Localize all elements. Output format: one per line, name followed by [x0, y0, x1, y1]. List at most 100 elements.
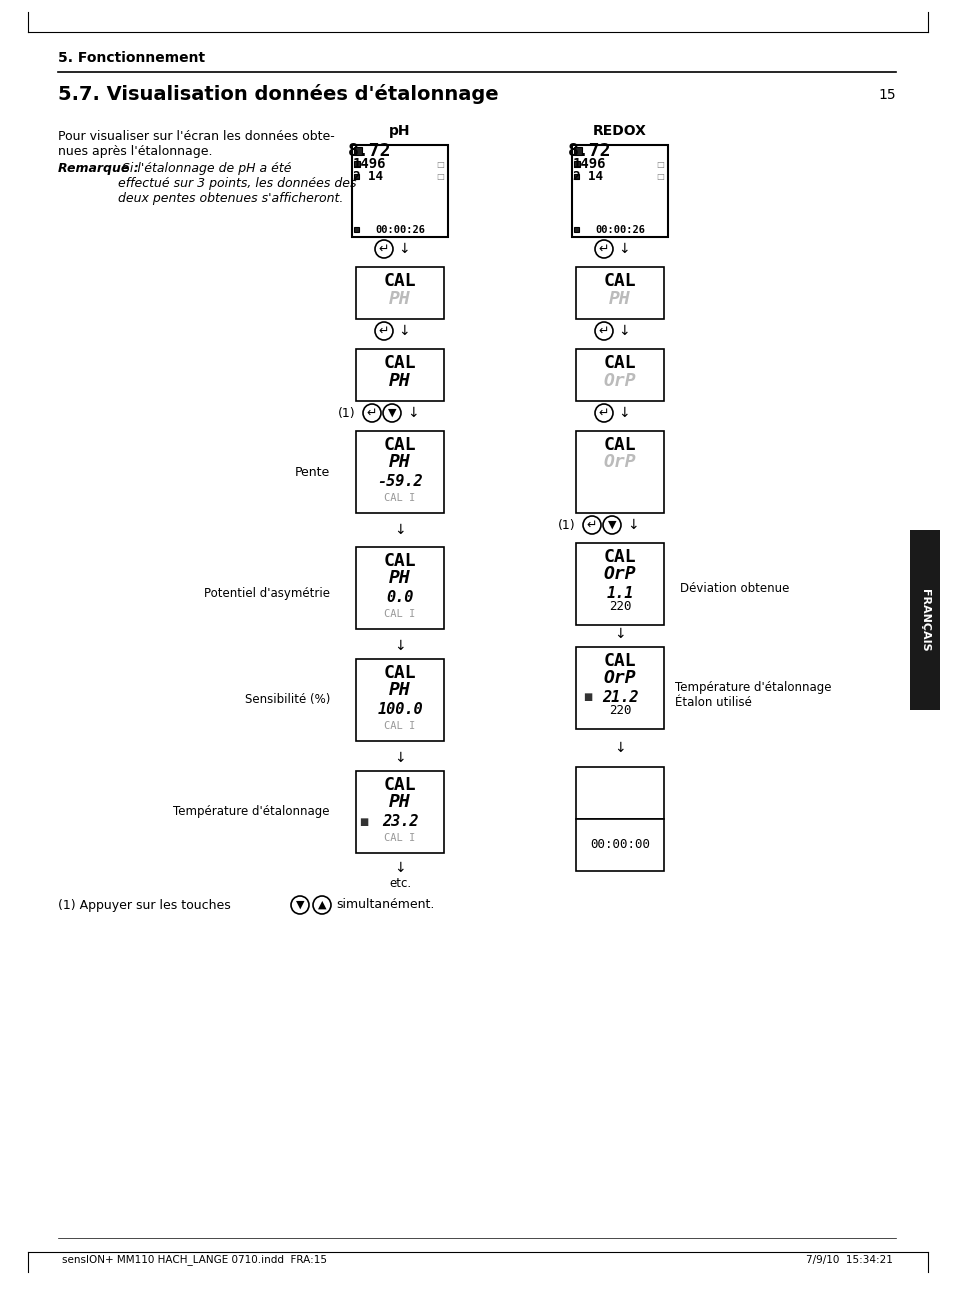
- Text: □: □: [436, 160, 443, 169]
- Bar: [352, 145, 448, 237]
- Text: ↵: ↵: [366, 406, 376, 419]
- Text: ↓: ↓: [614, 741, 625, 755]
- Text: pH: pH: [389, 124, 411, 138]
- Text: ↵: ↵: [598, 406, 609, 419]
- Circle shape: [291, 896, 309, 914]
- Text: FRANÇAIS: FRANÇAIS: [919, 588, 929, 651]
- Text: 2 14: 2 14: [573, 170, 602, 183]
- Text: CAL: CAL: [383, 552, 416, 570]
- Text: ↓: ↓: [394, 751, 405, 765]
- Text: ↓: ↓: [397, 242, 409, 255]
- Text: 220: 220: [608, 705, 631, 718]
- Bar: [574, 147, 581, 155]
- Text: 5. Fonctionnement: 5. Fonctionnement: [58, 51, 205, 66]
- Text: PH: PH: [608, 290, 630, 308]
- Text: ↵: ↵: [586, 519, 597, 532]
- Text: OrP: OrP: [603, 565, 636, 583]
- Text: OrP: OrP: [603, 372, 636, 390]
- Text: 1496: 1496: [573, 157, 606, 172]
- Text: 23.2: 23.2: [381, 814, 417, 828]
- Text: CAL: CAL: [603, 436, 636, 455]
- Text: OrP: OrP: [603, 453, 636, 472]
- Bar: [576, 267, 663, 320]
- Bar: [355, 267, 443, 320]
- Text: ↓: ↓: [618, 324, 629, 338]
- Text: Température d'étalonnage: Température d'étalonnage: [173, 806, 330, 819]
- Text: CAL I: CAL I: [384, 609, 416, 620]
- Text: □: □: [436, 173, 443, 182]
- Text: CAL I: CAL I: [384, 833, 416, 844]
- Bar: [355, 348, 443, 401]
- Text: Étalon utilisé: Étalon utilisé: [675, 696, 751, 709]
- Text: Déviation obtenue: Déviation obtenue: [679, 582, 788, 595]
- Bar: [355, 659, 443, 741]
- Text: CAL: CAL: [603, 272, 636, 290]
- Text: Potentiel d'asymétrie: Potentiel d'asymétrie: [204, 587, 330, 600]
- Text: (1): (1): [338, 406, 355, 419]
- Text: CAL: CAL: [603, 354, 636, 372]
- Text: Si l'étalonnage de pH a été
effectué sur 3 points, les données des
deux pentes o: Si l'étalonnage de pH a été effectué sur…: [118, 162, 356, 204]
- Text: CAL: CAL: [603, 652, 636, 669]
- Text: ↵: ↵: [598, 242, 609, 255]
- Text: 15: 15: [878, 88, 895, 102]
- Bar: [354, 174, 358, 179]
- Bar: [576, 766, 663, 819]
- Text: CAL: CAL: [383, 354, 416, 372]
- Text: PH: PH: [389, 453, 411, 472]
- Text: ▼: ▼: [607, 520, 616, 531]
- Text: ▼: ▼: [387, 407, 395, 418]
- Text: 7/9/10  15:34:21: 7/9/10 15:34:21: [805, 1255, 892, 1265]
- Text: simultanément.: simultanément.: [335, 899, 434, 912]
- Bar: [576, 544, 663, 625]
- Text: ↓: ↓: [618, 242, 629, 255]
- Text: ↓: ↓: [626, 517, 638, 532]
- Circle shape: [375, 240, 393, 258]
- Bar: [576, 819, 663, 871]
- Text: ↓: ↓: [394, 861, 405, 875]
- Text: ↓: ↓: [618, 406, 629, 421]
- Bar: [354, 147, 361, 155]
- Text: 00:00:26: 00:00:26: [375, 225, 424, 234]
- Text: (1): (1): [558, 519, 576, 532]
- Text: CAL: CAL: [383, 776, 416, 794]
- Text: CAL: CAL: [383, 664, 416, 683]
- Text: ↵: ↵: [378, 325, 389, 338]
- Text: (1) Appuyer sur les touches: (1) Appuyer sur les touches: [58, 899, 231, 912]
- Text: ↓: ↓: [397, 324, 409, 338]
- Text: PH: PH: [389, 681, 411, 700]
- Text: CAL: CAL: [383, 272, 416, 290]
- Text: PH: PH: [389, 372, 411, 390]
- Text: ▲: ▲: [317, 900, 326, 910]
- Text: Température d'étalonnage: Température d'étalonnage: [675, 681, 831, 694]
- Text: sensION+ MM110 HACH_LANGE 0710.indd  FRA:15: sensION+ MM110 HACH_LANGE 0710.indd FRA:…: [62, 1255, 327, 1265]
- Circle shape: [595, 322, 613, 341]
- Bar: [355, 431, 443, 514]
- Text: etc.: etc.: [389, 876, 411, 889]
- Text: ↵: ↵: [378, 242, 389, 255]
- Circle shape: [602, 516, 620, 534]
- Text: ↓: ↓: [614, 627, 625, 641]
- Circle shape: [363, 403, 380, 422]
- Text: Sensibilité (%): Sensibilité (%): [244, 693, 330, 706]
- Bar: [576, 647, 663, 728]
- Text: 220: 220: [608, 600, 631, 613]
- Bar: [354, 161, 359, 166]
- Bar: [576, 431, 663, 514]
- Bar: [574, 174, 578, 179]
- Circle shape: [582, 516, 600, 534]
- Text: CAL I: CAL I: [384, 721, 416, 731]
- Circle shape: [375, 322, 393, 341]
- Text: PH: PH: [389, 793, 411, 811]
- Text: □: □: [656, 160, 663, 169]
- Text: 00:00:00: 00:00:00: [589, 838, 649, 852]
- Text: 8.72: 8.72: [348, 141, 392, 160]
- Circle shape: [595, 403, 613, 422]
- Text: ↓: ↓: [394, 523, 405, 537]
- Text: 5.7. Visualisation données d'étalonnage: 5.7. Visualisation données d'étalonnage: [58, 84, 498, 103]
- Bar: [574, 161, 579, 166]
- Text: PH: PH: [389, 569, 411, 587]
- Circle shape: [595, 240, 613, 258]
- Text: ▼: ▼: [295, 900, 304, 910]
- Bar: [355, 772, 443, 853]
- Text: 100.0: 100.0: [376, 701, 422, 717]
